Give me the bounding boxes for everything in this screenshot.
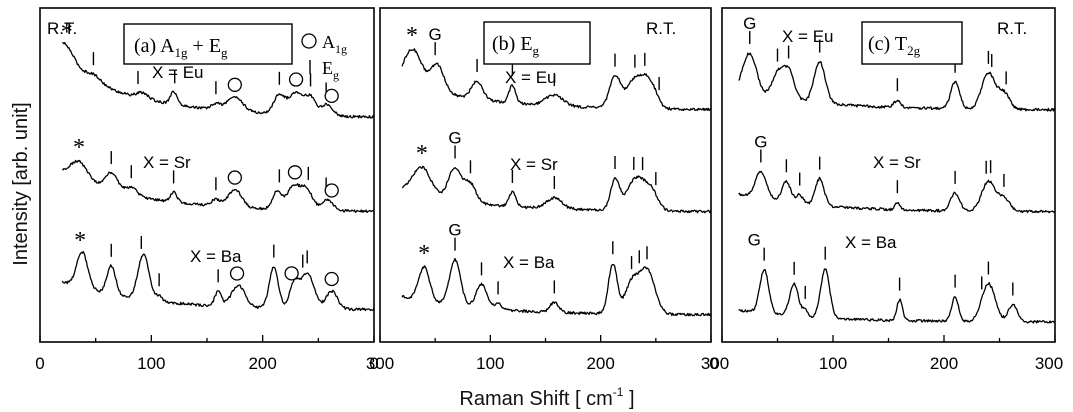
a1g-mark [287, 165, 303, 180]
x-tick-label: 300 [366, 354, 394, 373]
panel-c-ticks: 0 100 200 300 [709, 335, 1063, 373]
x-tick-label: 0 [709, 354, 718, 373]
g-annotation: G [448, 128, 461, 147]
star-annotation: * [418, 241, 430, 267]
a1g-mark [229, 266, 245, 281]
a1g-mark [284, 266, 299, 281]
series-label: X = Ba [503, 253, 555, 272]
a1g-mark [288, 72, 304, 87]
g-annotation: G [748, 231, 761, 250]
panel-a-label: (a) [134, 35, 156, 57]
panel-b-ticks: 0 100 200 300 [369, 335, 729, 373]
panel-b: 0 100 200 300 X = Eu * G X = Sr * G X = Ba * G R.T.… [369, 7, 729, 373]
panel-b-box [483, 21, 591, 65]
spectrum-xsr [401, 165, 712, 214]
panel-c-box [861, 21, 963, 65]
legend-eg-label: Eg [322, 58, 339, 82]
x-tick-label: 100 [137, 354, 165, 373]
star-annotation: * [73, 135, 85, 161]
spectrum-xsr [61, 159, 375, 214]
star-annotation: * [74, 228, 86, 254]
x-tick-label: 200 [586, 354, 614, 373]
legend-a1g-label: A1g [322, 32, 347, 56]
panel-a-box [123, 23, 293, 65]
spectrum-xba [401, 257, 712, 317]
x-tick-label: 0 [369, 354, 378, 373]
panel-c-title: (c) T2g [868, 33, 921, 58]
x-axis-title: Raman Shift [ cm-1 ] [459, 385, 634, 410]
x-tick-label: 0 [35, 354, 44, 373]
series-label: X = Sr [510, 155, 558, 174]
series-label: X = Eu [505, 68, 557, 87]
a1g-mark [324, 271, 339, 287]
g-annotation: G [754, 132, 767, 151]
star-annotation: * [61, 20, 73, 46]
x-tick-label: 100 [476, 354, 504, 373]
panel-a-temperature: R.T. [47, 19, 77, 38]
panel-c-label: (c) [868, 33, 890, 55]
panel-b-title: (b) Eg [492, 33, 540, 58]
series-label: X = Sr [873, 153, 921, 172]
panel-b-marks: X = Eu * G X = Sr * G X = Ba * G [406, 23, 660, 295]
spectrum-xeu [738, 52, 1056, 112]
legend-circle-symbol [301, 33, 317, 49]
panel-b-title-box: (b) Eg [483, 21, 591, 65]
a1g-mark [324, 183, 339, 198]
spectrum-xba [738, 268, 1056, 324]
g-annotation: G [743, 14, 756, 33]
x-axis-title-end: ] [623, 388, 634, 410]
panel-a-title-box: (a) A1g + Eg [123, 23, 293, 65]
a1g-mark [324, 88, 339, 104]
series-label: X = Ba [845, 233, 897, 252]
a1g-mark [227, 170, 242, 185]
panel-c: 0 100 200 300 X = Eu G X = Sr G X = Ba G R.T. (c… [709, 7, 1063, 373]
series-label: X = Ba [190, 247, 242, 266]
panel-a-legend: A1g Eg [301, 32, 347, 82]
panel-a-marks: X = Eu * X = Sr * X = Ba * [61, 20, 339, 287]
a1g-mark [227, 77, 242, 92]
spectrum-xsr [738, 170, 1056, 214]
x-tick-label: 100 [819, 354, 847, 373]
panel-b-label: (b) [492, 33, 515, 55]
series-label: X = Sr [143, 153, 191, 172]
x-tick-label: 200 [248, 354, 276, 373]
x-tick-label: 200 [930, 354, 958, 373]
panel-a-title: (a) A1g + Eg [134, 35, 228, 60]
star-annotation: * [406, 23, 418, 49]
star-annotation: * [416, 141, 428, 167]
y-axis-title: Intensity [arb. unit] [10, 102, 32, 265]
spectrum-xba [61, 250, 375, 312]
spectrum-xeu [401, 48, 712, 112]
panel-c-spectra [738, 52, 1056, 324]
panel-c-temperature: R.T. [997, 19, 1027, 38]
series-label: X = Eu [152, 63, 204, 82]
panel-b-spectra [401, 48, 712, 317]
g-annotation: G [448, 221, 461, 240]
x-axis-title-sup: -1 [613, 385, 624, 399]
panel-b-temperature: R.T. [646, 19, 676, 38]
panel-c-title-box: (c) T2g [861, 21, 963, 65]
series-label: X = Eu [782, 27, 834, 46]
x-tick-label: 300 [701, 354, 729, 373]
x-tick-label: 300 [1035, 354, 1063, 373]
panel-a: 0 100 200 300 X = Eu * X = Sr * X = Ba * R.T. (a… [35, 7, 394, 373]
panel-c-marks: X = Eu G X = Sr G X = Ba G [743, 14, 1014, 299]
spectrum-xeu [62, 41, 374, 119]
g-annotation: G [429, 25, 442, 44]
panel-a-spectra [61, 41, 375, 312]
panel-a-ticks: 0 100 200 300 [35, 335, 394, 373]
